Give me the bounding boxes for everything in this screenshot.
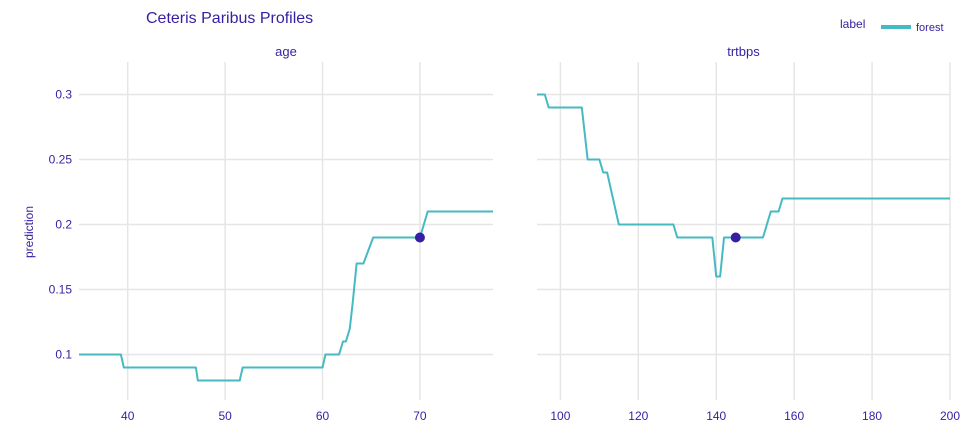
x-tick-label: 40 xyxy=(121,409,135,423)
x-tick-label: 160 xyxy=(784,409,804,423)
y-tick-label: 0.15 xyxy=(49,283,73,297)
series-line-forest xyxy=(537,93,950,278)
observation-point xyxy=(414,232,425,243)
y-tick-label: 0.2 xyxy=(55,218,72,232)
panel-title: age xyxy=(275,44,297,59)
x-tick-label: 120 xyxy=(628,409,648,423)
panel-age: age 40 50 60 70 0.1 0.15 0.2 0.25 0.3 xyxy=(49,44,493,423)
chart-title: Ceteris Paribus Profiles xyxy=(146,10,313,27)
x-tick-label: 200 xyxy=(940,409,960,423)
y-tick-label: 0.25 xyxy=(49,153,73,167)
y-tick-label: 0.1 xyxy=(55,348,72,362)
y-axis-label: prediction xyxy=(22,206,36,258)
x-tick-label: 60 xyxy=(316,409,330,423)
legend-entry-forest: forest xyxy=(916,22,944,34)
x-tick-label: 70 xyxy=(413,409,427,423)
x-tick-label: 180 xyxy=(862,409,882,423)
legend-title: label xyxy=(840,17,865,31)
x-tick-label: 50 xyxy=(218,409,232,423)
panel-title: trtbps xyxy=(727,44,760,59)
x-tick-label: 140 xyxy=(706,409,726,423)
observation-point xyxy=(730,232,741,243)
series-line-forest xyxy=(79,210,493,382)
x-tick-label: 100 xyxy=(550,409,570,423)
panel-trtbps: trtbps 100 120 140 160 180 200 xyxy=(537,44,960,423)
y-tick-label: 0.3 xyxy=(55,88,72,102)
